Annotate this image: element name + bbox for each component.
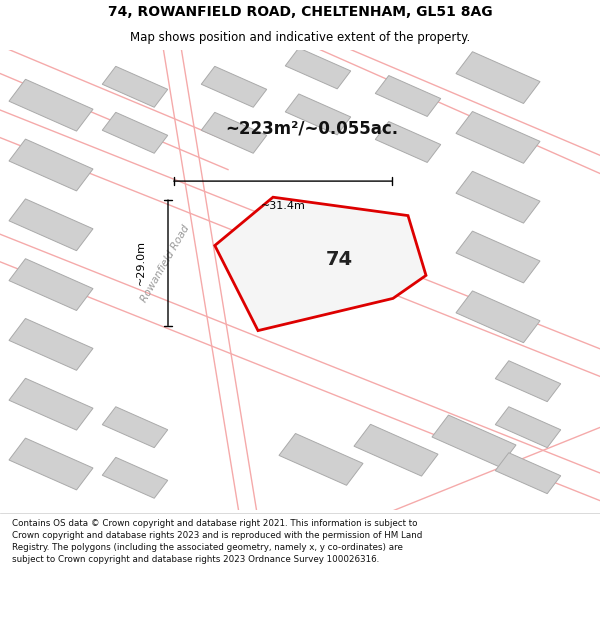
Polygon shape (102, 112, 168, 153)
Polygon shape (354, 424, 438, 476)
Text: ~29.0m: ~29.0m (136, 240, 146, 285)
Polygon shape (285, 48, 351, 89)
Text: 74: 74 (325, 250, 353, 269)
Polygon shape (9, 438, 93, 490)
Polygon shape (495, 407, 561, 447)
Polygon shape (456, 171, 540, 223)
Polygon shape (495, 452, 561, 494)
Polygon shape (102, 407, 168, 447)
Polygon shape (215, 198, 426, 331)
Polygon shape (375, 121, 441, 162)
Polygon shape (102, 458, 168, 498)
Polygon shape (9, 199, 93, 251)
Polygon shape (432, 415, 516, 467)
Text: Rowanfield Road: Rowanfield Road (139, 224, 191, 304)
Polygon shape (456, 111, 540, 163)
Polygon shape (495, 361, 561, 402)
Text: 74, ROWANFIELD ROAD, CHELTENHAM, GL51 8AG: 74, ROWANFIELD ROAD, CHELTENHAM, GL51 8A… (107, 6, 493, 19)
Polygon shape (201, 112, 267, 153)
Text: Map shows position and indicative extent of the property.: Map shows position and indicative extent… (130, 31, 470, 44)
Polygon shape (9, 259, 93, 311)
Polygon shape (456, 52, 540, 104)
Polygon shape (279, 434, 363, 485)
Polygon shape (9, 319, 93, 370)
Polygon shape (456, 231, 540, 283)
Polygon shape (456, 291, 540, 342)
Text: Contains OS data © Crown copyright and database right 2021. This information is : Contains OS data © Crown copyright and d… (12, 519, 422, 564)
Polygon shape (9, 139, 93, 191)
Polygon shape (9, 79, 93, 131)
Polygon shape (375, 76, 441, 116)
Text: ~223m²/~0.055ac.: ~223m²/~0.055ac. (226, 119, 398, 138)
Text: ~31.4m: ~31.4m (260, 201, 305, 211)
Polygon shape (9, 378, 93, 430)
Polygon shape (201, 66, 267, 108)
Polygon shape (285, 94, 351, 135)
Polygon shape (102, 66, 168, 108)
